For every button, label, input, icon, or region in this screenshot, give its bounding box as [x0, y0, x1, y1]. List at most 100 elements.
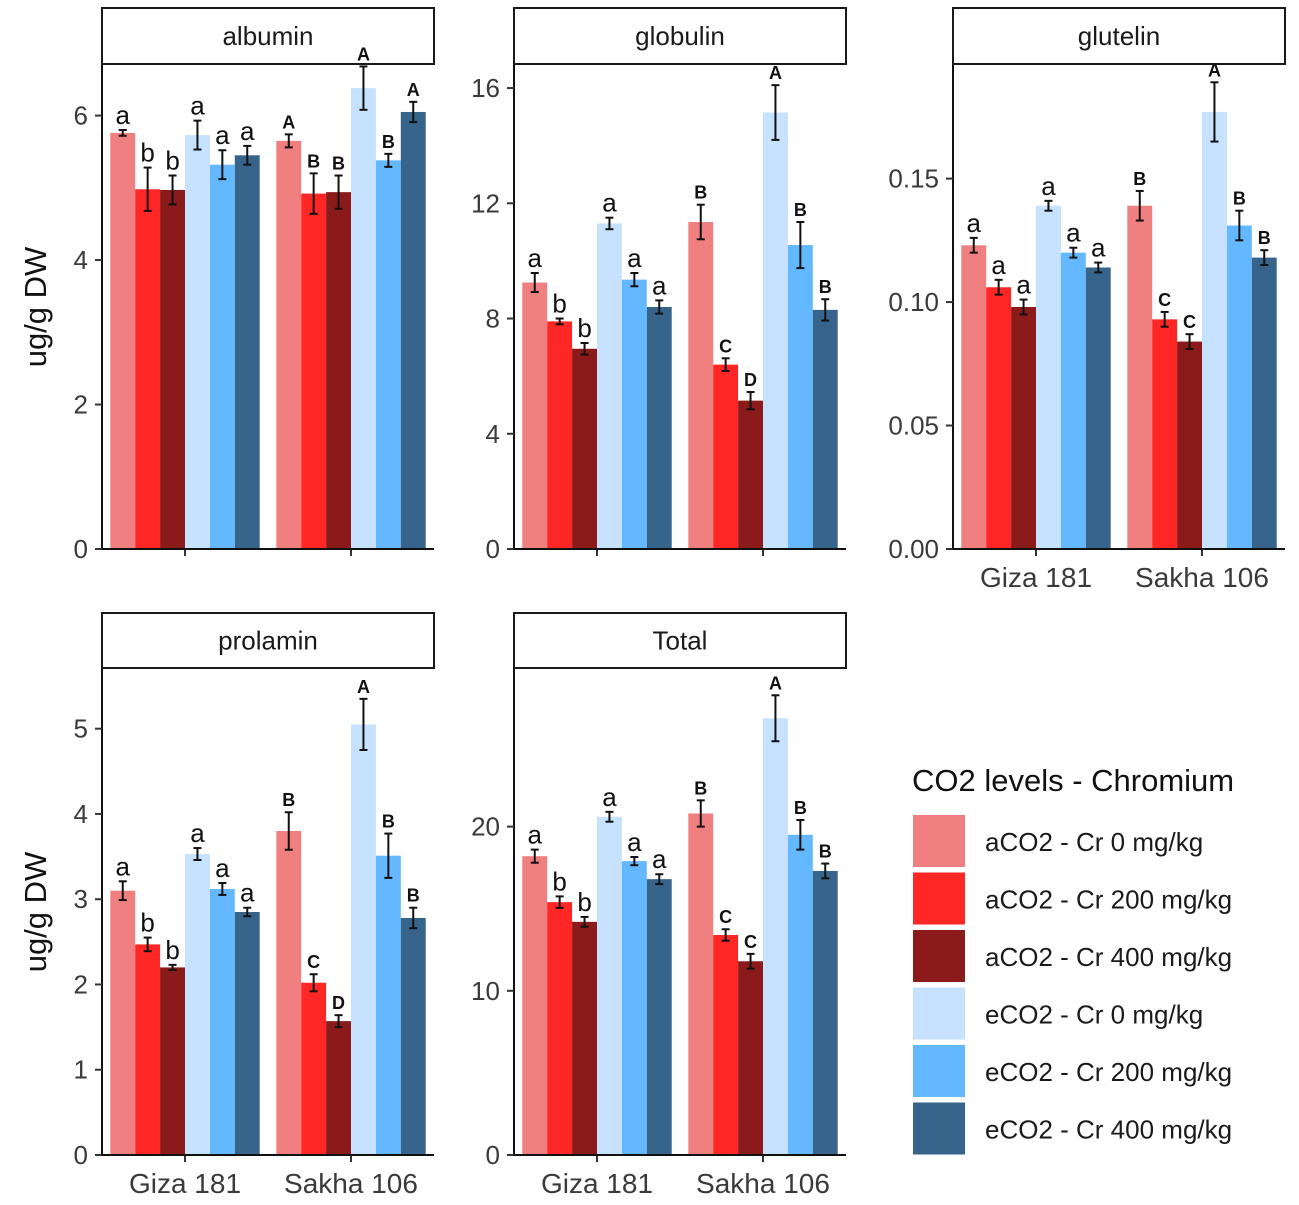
bar [547, 902, 573, 1155]
bar [326, 1021, 351, 1155]
significance-letter: b [552, 866, 566, 896]
bar [185, 135, 210, 549]
significance-letter: a [190, 91, 205, 121]
y-tick-label: 1 [74, 1055, 88, 1085]
bar [787, 245, 813, 550]
legend-item-label: aCO2 - Cr 200 mg/kg [985, 885, 1232, 915]
bar [763, 112, 788, 550]
significance-letter: A [282, 112, 295, 132]
y-tick-label: 10 [471, 976, 500, 1006]
y-tick-label: 0.00 [888, 534, 939, 564]
bar [1011, 307, 1036, 549]
bar [400, 917, 426, 1155]
significance-letter: a [528, 243, 543, 273]
significance-letter: a [652, 270, 667, 300]
bar [160, 967, 185, 1155]
significance-letter: C [744, 932, 757, 952]
significance-letter: a [652, 844, 667, 874]
significance-letter: A [357, 44, 370, 64]
y-tick-label: 3 [74, 884, 88, 914]
y-axis-label: ug/g DW [18, 246, 53, 367]
bar [812, 309, 838, 549]
significance-letter: B [1233, 189, 1246, 209]
significance-letter: a [116, 851, 131, 881]
legend-swatch [913, 987, 965, 1040]
significance-letter: D [744, 370, 757, 390]
y-tick-label: 4 [74, 245, 88, 275]
significance-letter: a [215, 120, 230, 150]
significance-letter: D [332, 993, 345, 1013]
significance-letter: B [1133, 169, 1146, 189]
legend-item-label: aCO2 - Cr 0 mg/kg [985, 827, 1203, 857]
significance-letter: A [407, 80, 420, 100]
bar [1085, 267, 1111, 549]
y-tick-label: 0.05 [888, 411, 939, 441]
bar [1036, 205, 1061, 549]
bar [688, 813, 714, 1155]
significance-letter: B [694, 778, 707, 798]
significance-letter: b [165, 146, 179, 176]
significance-letter: B [794, 200, 807, 220]
panel-title: glutelin [1078, 21, 1160, 51]
legend-swatch [913, 1102, 965, 1155]
y-tick-label: 2 [74, 390, 88, 420]
bar [1060, 252, 1086, 549]
bar [326, 192, 351, 549]
significance-letter: B [819, 277, 832, 297]
significance-letter: a [240, 116, 255, 146]
y-tick-label: 6 [74, 101, 88, 131]
legend: CO2 levels - Chromium aCO2 - Cr 0 mg/kg aC… [912, 763, 1234, 1155]
x-tick-label: Giza 181 [129, 1168, 241, 1199]
bar [234, 155, 260, 549]
significance-letter: C [307, 952, 320, 972]
panel-strip [513, 612, 847, 669]
bar [738, 400, 763, 549]
significance-letter: B [332, 154, 345, 174]
panel-title: globulin [635, 21, 725, 51]
significance-letter: a [1016, 270, 1031, 300]
bar [276, 140, 302, 549]
bar [522, 282, 548, 549]
panel-title: albumin [222, 21, 313, 51]
significance-letter: A [769, 63, 782, 83]
significance-letter: a [528, 820, 543, 850]
bar [276, 831, 302, 1155]
bar [135, 944, 161, 1155]
bar [400, 111, 426, 549]
y-tick-label: 0 [486, 1140, 500, 1170]
y-tick-label: 0 [486, 534, 500, 564]
significance-letter: C [719, 907, 732, 927]
legend-swatch [913, 815, 965, 867]
y-tick-label: 0.10 [888, 287, 939, 317]
y-axis-label: ug/g DW [18, 851, 53, 972]
significance-letter: b [140, 908, 154, 938]
bar [1202, 111, 1227, 549]
significance-letter: B [407, 886, 420, 906]
significance-letter: A [357, 677, 370, 697]
y-tick-label: 4 [486, 419, 500, 449]
bar [301, 193, 327, 549]
bar [110, 132, 136, 549]
legend-title: CO2 levels - Chromium [912, 763, 1234, 798]
legend-item-label: eCO2 - Cr 200 mg/kg [985, 1057, 1232, 1087]
significance-letter: a [1091, 233, 1106, 263]
significance-letter: B [282, 790, 295, 810]
significance-letter: a [602, 782, 617, 812]
bar [572, 348, 597, 549]
legend-item-label: aCO2 - Cr 400 mg/kg [985, 942, 1232, 972]
significance-letter: b [140, 138, 154, 168]
bar [110, 890, 136, 1155]
bar [597, 223, 622, 549]
bar [812, 870, 838, 1155]
legend-item-label: eCO2 - Cr 0 mg/kg [985, 1000, 1203, 1030]
bar [1127, 205, 1153, 549]
bar [646, 879, 672, 1155]
bar [301, 982, 327, 1155]
legend-swatch [913, 930, 965, 982]
legend-swatch [913, 872, 965, 925]
significance-letter: B [794, 798, 807, 818]
bar [713, 934, 739, 1155]
bar [646, 307, 672, 549]
